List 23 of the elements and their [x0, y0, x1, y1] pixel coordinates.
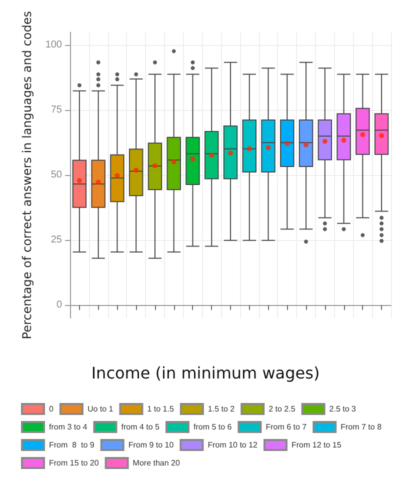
- legend-label: Uo to 1: [87, 404, 114, 414]
- legend-label: 2.5 to 3: [329, 404, 357, 414]
- legend-label: from 5 to 6: [193, 422, 232, 432]
- legend-label: From 7 to 8: [340, 422, 382, 432]
- y-tick-label: 25: [50, 234, 62, 246]
- legend-label: From 10 to 12: [208, 440, 258, 450]
- legend-label: 1.5 to 2: [208, 404, 236, 414]
- y-axis-title: Percentage of correct answers in languages and codes: [20, 10, 34, 340]
- y-tick-label: 0: [56, 300, 62, 311]
- legend-label: 2 to 2.5: [268, 404, 296, 414]
- legend-label: From 8 to 9: [49, 440, 95, 450]
- legend-label: From 15 to 20: [49, 458, 100, 468]
- legend-label: from 4 to 5: [121, 422, 160, 432]
- legend-label: 1 to 1.5: [147, 404, 174, 414]
- y-tick-label: 50: [50, 170, 62, 181]
- legend-label: From 6 to 7: [266, 422, 308, 432]
- legend-label: From 9 to 10: [128, 440, 174, 450]
- y-tick-label: 100: [45, 40, 62, 51]
- legend-title: Income (in minimum wages): [91, 364, 320, 382]
- legend-label: From 12 to 15: [292, 440, 342, 450]
- legend-label: from 3 to 4: [49, 422, 88, 432]
- legend-label: More than 20: [132, 458, 180, 468]
- y-tick-label: 75: [50, 104, 62, 116]
